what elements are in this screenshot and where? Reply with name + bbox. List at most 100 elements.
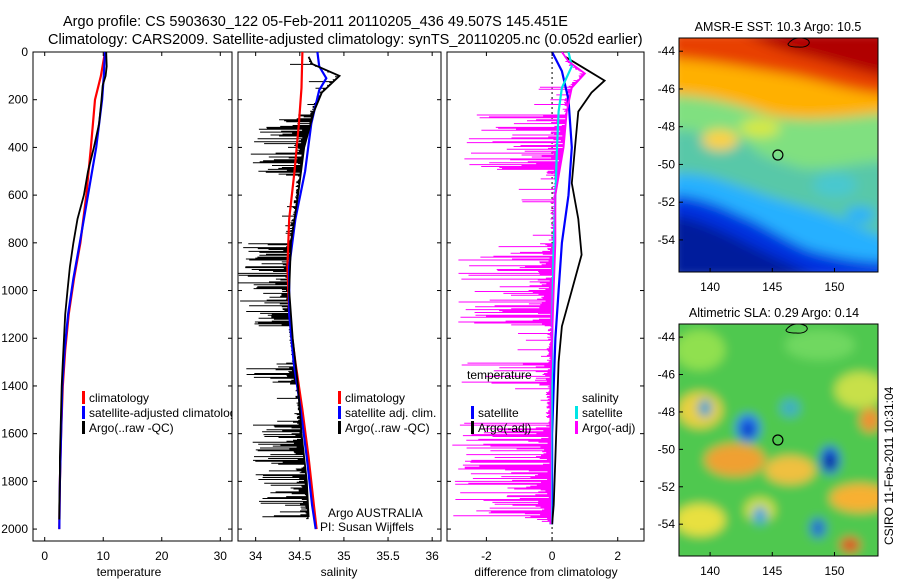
sst-heatmap (679, 38, 878, 272)
salinity-axes-frame (237, 51, 442, 542)
sst-map-ytick-label: -48 (658, 120, 676, 134)
sla-map-xtick-label: 145 (762, 564, 782, 578)
salinity-x-label: salinity (321, 565, 358, 579)
temperature-xtick-label: 10 (97, 549, 111, 563)
difference-x-label: difference from climatology (474, 565, 617, 579)
sst-map-frame (678, 37, 879, 273)
temperature-plot-area (58, 52, 108, 530)
temperature-axes-frame (32, 51, 233, 542)
salinity-x-ticks: 34 34.5 35 35.5 36 (249, 52, 439, 563)
difference-xtick-label: -2 (481, 549, 492, 563)
temperature-x-label: temperature (97, 565, 162, 579)
sst-map-xtick-label: 140 (700, 280, 720, 294)
credit-timestamp: CSIRO 11-Feb-2011 10:31:04 (882, 386, 896, 545)
legend-label-satellite: satellite adj. clim. (345, 406, 436, 420)
legend-swatch-sal-satellite (575, 406, 578, 419)
sst-map-xtick-label: 150 (824, 280, 844, 294)
sla-map-panel: Altimetric SLA: 0.29 Argo: 0.14 (658, 306, 879, 578)
sst-map-x-ticks: 140 145 150 (700, 268, 845, 294)
legend-label-sal-argo: Argo(-adj) (582, 421, 635, 435)
temperature-x-ticks: 0 10 20 30 (41, 52, 227, 563)
temperature-ytick-label: 1600 (1, 427, 28, 441)
temperature-argo-line (58, 52, 108, 520)
salinity-y-ticks (238, 51, 441, 530)
legend-label-argo: Argo(..raw -QC) (89, 421, 174, 435)
salinity-xtick-label: 34 (249, 549, 263, 563)
argo-float-marker (772, 434, 784, 446)
figure-title-line1: Argo profile: CS 5903630_122 05-Feb-2011… (63, 14, 568, 30)
temperature-xtick-label: 20 (155, 549, 169, 563)
sst-map-y-ticks: -44 -46 -48 -50 -52 -54 (658, 44, 683, 247)
difference-xtick-label: 2 (614, 549, 621, 563)
difference-legend: temperature salinity satellite Argo(-adj… (467, 368, 635, 435)
temperature-ytick-label: 0 (21, 45, 28, 59)
salinity-plot-area (238, 52, 342, 530)
sst-map-xtick-label: 145 (762, 280, 782, 294)
temperature-panel: 0 10 20 30 0 200 400 600 800 1000 1200 1400 1600 180… (1, 45, 242, 579)
difference-y-ticks (447, 51, 644, 530)
sst-map-ytick-label: -50 (658, 157, 676, 171)
temperature-ytick-label: 800 (8, 236, 28, 250)
salinity-satellite-line (288, 52, 328, 530)
difference-panel: -2 0 2 difference from climatology tempera… (446, 51, 645, 579)
legend-swatch-argo (338, 421, 341, 434)
legend-swatch-temp-argo (471, 421, 474, 434)
temperature-ytick-label: 600 (8, 188, 28, 202)
sla-map-title: Altimetric SLA: 0.29 Argo: 0.14 (689, 306, 859, 320)
salinity-panel: 34 34.5 35 35.5 36 salinity climatology sate… (237, 51, 442, 579)
temperature-legend: climatology satellite-adjusted climatolo… (82, 391, 242, 435)
legend-swatch-satellite (338, 406, 341, 419)
temperature-ytick-label: 1800 (1, 474, 28, 488)
legend-swatch-satellite (82, 406, 85, 419)
legend-swatch-climatology (338, 391, 341, 404)
sst-map-panel: AMSR-E SST: 10.3 Argo: 10.5 140 145 150 -4… (658, 20, 879, 294)
temperature-y-ticks: 0 200 400 600 800 1000 1200 1400 1600 1800 2000 (1, 45, 232, 536)
float-program-label: Argo AUSTRALIA (328, 506, 423, 520)
legend-label-satellite: satellite-adjusted climatology (89, 406, 242, 420)
legend-label-argo: Argo(..raw -QC) (345, 421, 430, 435)
salinity-legend: climatology satellite adj. clim. Argo(..… (338, 391, 436, 435)
difference-xtick-label: 0 (549, 549, 556, 563)
salinity-xtick-label: 36 (425, 549, 439, 563)
legend-label-climatology: climatology (89, 391, 149, 405)
temperature-ytick-label: 400 (8, 140, 28, 154)
sla-map-ytick-label: -52 (658, 480, 676, 494)
sla-map-xtick-label: 150 (824, 564, 844, 578)
sla-heatmap (679, 324, 878, 556)
legend-swatch-argo (82, 421, 85, 434)
sst-map-ytick-label: -52 (658, 195, 676, 209)
figure-title-line2: Climatology: CARS2009. Satellite-adjuste… (48, 32, 643, 48)
sla-map-ytick-label: -48 (658, 405, 676, 419)
temperature-ytick-label: 1000 (1, 284, 28, 298)
sst-map-ytick-label: -54 (658, 233, 676, 247)
temperature-ytick-label: 200 (8, 93, 28, 107)
sst-map-ytick-label: -44 (658, 44, 676, 58)
sst-map-ytick-label: -46 (658, 82, 676, 96)
temperature-xtick-label: 30 (214, 549, 228, 563)
legend-swatch-sal-argo (575, 421, 578, 434)
legend-header-salinity: salinity (582, 391, 619, 405)
salinity-argo-line (288, 56, 342, 518)
sla-map-y-ticks: -44 -46 -48 -50 -52 -54 (658, 330, 683, 531)
difference-plot-area (452, 52, 607, 541)
salinity-xtick-label: 35.5 (376, 549, 400, 563)
argo-float-marker (772, 149, 784, 161)
sla-map-ytick-label: -54 (658, 517, 676, 531)
salinity-argo-diff-line (549, 52, 587, 525)
legend-swatch-climatology (82, 391, 85, 404)
sla-map-xtick-label: 140 (700, 564, 720, 578)
temperature-ytick-label: 1400 (1, 379, 28, 393)
sla-map-ytick-label: -46 (658, 368, 676, 382)
salinity-xtick-label: 34.5 (288, 549, 312, 563)
temperature-ytick-label: 1200 (1, 331, 28, 345)
legend-header-temperature: temperature (467, 368, 532, 382)
temperature-xtick-label: 0 (41, 549, 48, 563)
legend-label-sal-satellite: satellite (582, 406, 623, 420)
temperature-argo-diff-line (551, 56, 607, 525)
legend-label-temp-argo: Argo(-adj) (478, 421, 531, 435)
legend-label-temp-satellite: satellite (478, 406, 519, 420)
float-pi-label: PI: Susan Wijffels (320, 520, 414, 534)
sla-map-ytick-label: -44 (658, 330, 676, 344)
sst-map-title: AMSR-E SST: 10.3 Argo: 10.5 (695, 20, 862, 34)
